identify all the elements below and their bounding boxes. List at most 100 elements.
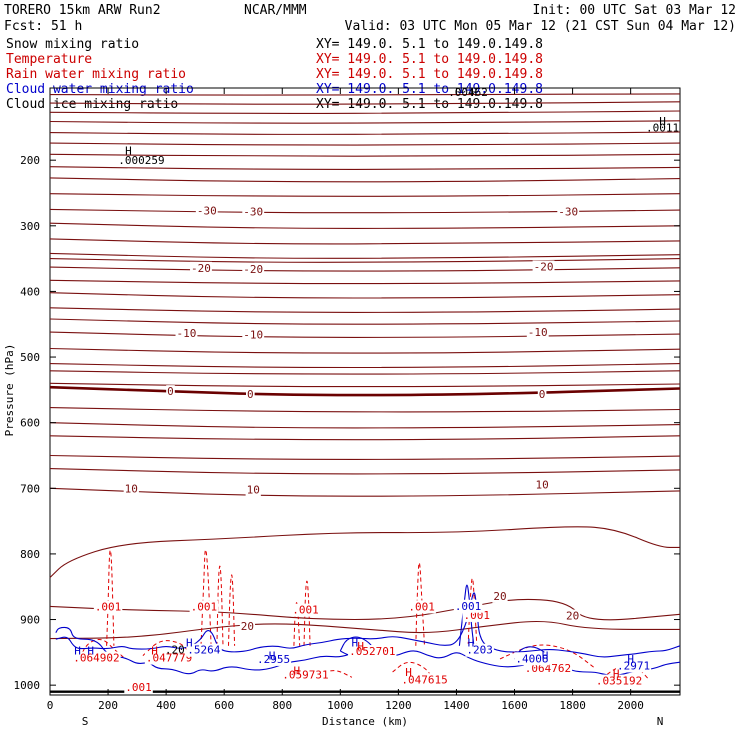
isotherm-line <box>49 422 681 429</box>
x-tick-label: 1800 <box>559 699 586 712</box>
y-tick-label: 500 <box>20 351 40 364</box>
isotherm-line <box>49 266 681 272</box>
max-marker-label: H <box>151 644 158 657</box>
isotherm-label: -10 <box>177 327 197 340</box>
isotherm-line <box>49 407 681 413</box>
label-backdrop <box>557 205 580 219</box>
isotherm-line <box>49 370 681 375</box>
label-backdrop <box>242 205 265 219</box>
label-backdrop <box>615 659 652 673</box>
isotherm-line <box>49 468 681 475</box>
label-backdrop <box>93 600 123 614</box>
x-tick-label: 400 <box>156 699 176 712</box>
isotherm-line <box>49 363 681 369</box>
x-tick-label: 2000 <box>617 699 644 712</box>
rain-label: .047615 <box>401 673 447 686</box>
rain-label: .001 <box>125 681 152 694</box>
label-backdrop <box>348 645 397 659</box>
label-backdrop <box>453 599 483 613</box>
isotherm-line <box>49 318 681 325</box>
isotherm-line <box>49 279 681 285</box>
isotherm-label: -20 <box>534 260 554 273</box>
isotherm-line <box>49 258 681 263</box>
isotherm-label: 0 <box>539 388 546 401</box>
label-backdrop <box>523 662 573 676</box>
y-tick-label: 900 <box>20 614 40 627</box>
label-backdrop <box>564 609 581 623</box>
field-legend: Snow mixing ratio XY= 149.0. 5.1 to 149.0… <box>6 37 543 112</box>
max-marker-label: H <box>468 637 475 650</box>
x-tick-label: 0 <box>47 699 54 712</box>
isotherm-label: 0 <box>167 385 174 398</box>
label-backdrop <box>594 674 644 688</box>
legend-field-xy: XY= 149.0. 5.1 to 149.0.149.8 <box>316 67 543 82</box>
cloud-water-label: .203 <box>466 644 493 657</box>
legend-field-name: Temperature <box>6 52 92 67</box>
rain-contour <box>392 661 434 679</box>
isotherm-line <box>49 435 681 441</box>
isotherm-label: -30 <box>558 205 578 218</box>
y-tick-label: 400 <box>20 285 40 298</box>
axes: 0 200 400 600 800 1000 1200 1400 1600 1800 2000200… <box>14 88 680 712</box>
legend-field-xy: XY= 149.0. 5.1 to 149.0.149.8 <box>316 82 543 97</box>
max-marker-label: H <box>293 665 300 678</box>
max-marker-label: H <box>74 644 81 657</box>
max-marker-label: H <box>352 637 359 650</box>
isotherm-line <box>49 252 681 259</box>
max-marker-label: H <box>87 644 94 657</box>
label-backdrop <box>189 600 219 614</box>
isotherm-line <box>49 166 681 170</box>
label-backdrop <box>186 643 222 657</box>
rain-contour <box>200 549 212 646</box>
x-tick-label: 1400 <box>443 699 470 712</box>
legend-field-xy: XY= 149.0. 5.1 to 149.0.149.8 <box>316 52 543 67</box>
isotherm-label: -20 <box>243 263 263 276</box>
contour-labels: -30 -30 -30 -20 -20 -20 -10 -10 -10 0 0 0 10 10 10 20 20… <box>72 86 679 695</box>
south-label: S <box>82 715 89 728</box>
isotherm-line <box>49 347 681 354</box>
max-marker-label: H <box>269 650 276 663</box>
rain-label: .001 <box>408 600 435 613</box>
rain-label: .059731 <box>282 669 328 682</box>
y-tick-label: 800 <box>20 548 40 561</box>
y-tick-label: 300 <box>20 220 40 233</box>
legend-field-name: Cloud water mixing ratio <box>6 82 194 97</box>
label-backdrop <box>534 478 550 492</box>
cloud-water-label: .4008 <box>515 652 548 665</box>
isotherm-line <box>49 238 681 245</box>
y-tick-label: 200 <box>20 154 40 167</box>
label-backdrop <box>144 651 194 665</box>
isotherm-label: -30 <box>243 205 263 218</box>
isotherm-line <box>49 331 681 338</box>
label-backdrop <box>291 603 320 617</box>
rain-label: .001 <box>191 600 218 613</box>
x-tick-label: 1000 <box>327 699 354 712</box>
isotherm-line <box>49 292 681 299</box>
y-axis-label: Pressure (hPa) <box>3 344 16 437</box>
label-backdrop <box>514 652 550 666</box>
isotherm-label: 20 <box>493 590 506 603</box>
max-marker-label: H <box>613 667 620 680</box>
max-marker-label: H <box>186 637 193 650</box>
isotherm-line <box>49 487 681 497</box>
label-backdrop <box>72 651 121 665</box>
north-label: N <box>657 715 664 728</box>
label-backdrop <box>123 482 139 496</box>
label-backdrop <box>526 326 549 340</box>
isotherm-line <box>49 382 681 388</box>
label-backdrop <box>400 673 449 687</box>
isotherm-label: -10 <box>528 326 548 339</box>
isotherm-line <box>49 177 681 183</box>
isotherm-line <box>49 208 681 214</box>
max-marker-label: H <box>471 86 478 99</box>
legend-field-name: Snow mixing ratio <box>6 37 139 52</box>
legend-field-xy: XY= 149.0. 5.1 to 149.0.149.8 <box>316 97 543 112</box>
legend-field-name: Cloud ice mixing ratio <box>6 97 178 112</box>
label-backdrop <box>239 620 256 634</box>
rain-contour <box>228 574 236 646</box>
legend-field-name: Rain water mixing ratio <box>6 67 186 82</box>
isotherm-line <box>49 110 681 114</box>
label-backdrop <box>242 328 265 342</box>
label-backdrop <box>255 652 292 666</box>
max-marker-label: H <box>659 115 666 128</box>
